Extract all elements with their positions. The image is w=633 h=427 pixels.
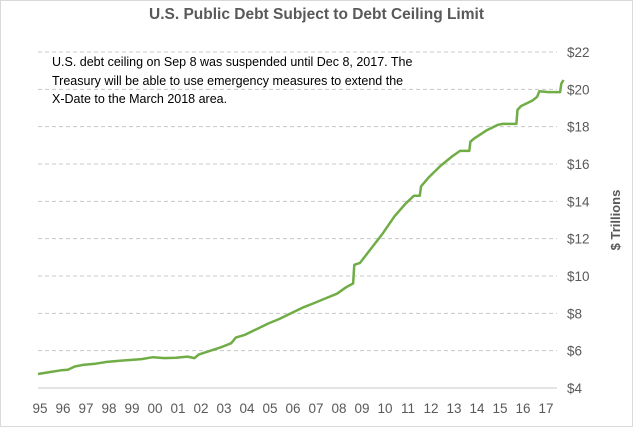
x-tick-label: 06 bbox=[285, 401, 300, 416]
y-tick-label: $6 bbox=[567, 344, 582, 359]
x-tick-label: 95 bbox=[32, 401, 47, 416]
gridlines bbox=[38, 51, 557, 389]
x-tick-labels: 95 96 97 98 99 00 01 02 03 04 05 06 07 08 09 10 11 12 13 14… bbox=[32, 401, 553, 416]
chart-annotation: U.S. debt ceiling on Sep 8 was suspended… bbox=[52, 53, 482, 109]
x-tick-label: 98 bbox=[101, 401, 116, 416]
x-tick-label: 11 bbox=[401, 401, 415, 416]
y-tick-label: $16 bbox=[567, 157, 590, 172]
x-tick-label: 03 bbox=[216, 401, 231, 416]
y-tick-label: $8 bbox=[567, 306, 582, 321]
annotation-line-2: Treasury will be able to use emergency m… bbox=[52, 73, 404, 88]
x-tick-label: 14 bbox=[469, 401, 485, 416]
y-tick-label: $18 bbox=[567, 120, 590, 135]
x-tick-label: 07 bbox=[308, 401, 323, 416]
y-tick-label: $12 bbox=[567, 232, 590, 247]
x-tick-label: 05 bbox=[262, 401, 277, 416]
y-tick-label: $20 bbox=[567, 82, 590, 97]
x-tick-label: 01 bbox=[170, 401, 185, 416]
y-tick-label: $10 bbox=[567, 269, 590, 284]
x-tick-label: 16 bbox=[515, 401, 530, 416]
y-tick-label: $4 bbox=[567, 381, 583, 396]
x-tick-label: 08 bbox=[331, 401, 346, 416]
x-tick-label: 97 bbox=[78, 401, 93, 416]
x-tick-label: 96 bbox=[55, 401, 70, 416]
x-tick-label: 00 bbox=[147, 401, 162, 416]
x-tick-label: 02 bbox=[193, 401, 208, 416]
annotation-line-3: X-Date to the March 2018 area. bbox=[52, 92, 228, 106]
x-tick-label: 10 bbox=[377, 401, 392, 416]
chart-title: U.S. Public Debt Subject to Debt Ceiling… bbox=[149, 6, 484, 23]
x-tick-label: 13 bbox=[446, 401, 461, 416]
annotation-line-1: U.S. debt ceiling on Sep 8 was suspended… bbox=[52, 55, 413, 69]
x-tick-label: 12 bbox=[423, 401, 438, 416]
y-tick-label: $22 bbox=[567, 45, 590, 60]
x-tick-label: 99 bbox=[124, 401, 139, 416]
x-tick-label: 04 bbox=[239, 401, 255, 416]
x-tick-label: 09 bbox=[354, 401, 369, 416]
y-axis-label: $ Trillions bbox=[608, 190, 623, 251]
y-tick-labels: $4 $6 $8 $10 $12 $14 $16 $18 $20 $22 bbox=[567, 45, 590, 396]
x-tick-label: 17 bbox=[538, 401, 553, 416]
series-line-debt bbox=[37, 79, 565, 376]
x-tick-label: 15 bbox=[492, 401, 507, 416]
y-tick-label: $14 bbox=[567, 194, 590, 209]
